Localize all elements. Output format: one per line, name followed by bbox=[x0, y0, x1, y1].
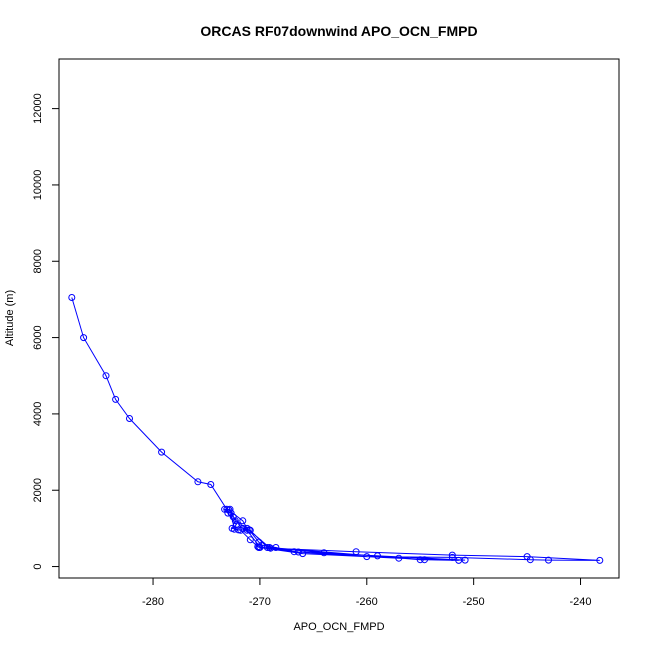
data-point bbox=[363, 553, 371, 561]
x-tick-label: -240 bbox=[570, 596, 592, 608]
data-point bbox=[102, 372, 110, 380]
y-tick-label: 10000 bbox=[32, 170, 44, 201]
data-point bbox=[227, 509, 235, 517]
data-point bbox=[243, 524, 251, 532]
data-point bbox=[266, 544, 273, 551]
y-axis-label: Altitude (m) bbox=[4, 290, 16, 346]
data-point bbox=[221, 505, 229, 513]
data-point bbox=[207, 481, 215, 488]
data-point bbox=[239, 517, 247, 525]
data-point bbox=[267, 544, 275, 552]
data-point bbox=[421, 556, 428, 564]
y-tick-label: 2000 bbox=[32, 478, 44, 502]
plot-frame bbox=[58, 58, 620, 579]
data-point bbox=[229, 513, 237, 521]
y-tick-label: 12000 bbox=[32, 93, 44, 124]
data-point bbox=[461, 556, 469, 564]
data-point bbox=[255, 544, 263, 551]
data-point bbox=[290, 548, 298, 556]
data-point bbox=[374, 552, 381, 560]
data-point bbox=[246, 536, 254, 544]
data-point bbox=[545, 556, 552, 564]
data-point bbox=[239, 524, 247, 532]
data-point bbox=[194, 478, 202, 486]
data-point bbox=[231, 517, 239, 525]
y-axis: 0 2000 4000 6000 8000 10000 12000 bbox=[32, 93, 60, 570]
data-point bbox=[395, 554, 403, 562]
data-point bbox=[299, 550, 307, 558]
x-tick-label: -250 bbox=[463, 596, 485, 608]
data-point bbox=[68, 294, 76, 301]
data-point bbox=[352, 548, 360, 556]
data-point bbox=[448, 551, 456, 559]
chart-title: ORCAS RF07downwind APO_OCN_FMPD bbox=[200, 23, 477, 39]
series-line bbox=[71, 297, 600, 561]
data-point bbox=[237, 526, 245, 534]
x-axis: -280 -270 -260 -250 -240 bbox=[142, 577, 592, 608]
data-point bbox=[416, 556, 424, 564]
x-tick-label: -280 bbox=[142, 596, 164, 608]
data-point bbox=[294, 548, 302, 556]
data-point bbox=[112, 395, 120, 403]
data-point bbox=[255, 538, 263, 546]
data-point bbox=[596, 556, 604, 564]
x-tick-label: -260 bbox=[356, 596, 378, 608]
data-point bbox=[80, 334, 88, 342]
data-point bbox=[230, 525, 238, 533]
data-point bbox=[448, 553, 456, 561]
series-1 bbox=[68, 294, 604, 564]
x-axis-label: APO_OCN_FMPD bbox=[293, 621, 384, 633]
y-tick-label: 6000 bbox=[32, 325, 44, 349]
x-tick-label: -270 bbox=[249, 596, 271, 608]
y-tick-label: 0 bbox=[32, 563, 44, 569]
data-point bbox=[226, 505, 234, 513]
data-point bbox=[158, 448, 166, 456]
data-point bbox=[320, 549, 328, 557]
y-tick-label: 8000 bbox=[32, 249, 44, 273]
data-point bbox=[126, 415, 133, 422]
data-point bbox=[526, 556, 534, 564]
y-tick-label: 4000 bbox=[32, 402, 44, 426]
